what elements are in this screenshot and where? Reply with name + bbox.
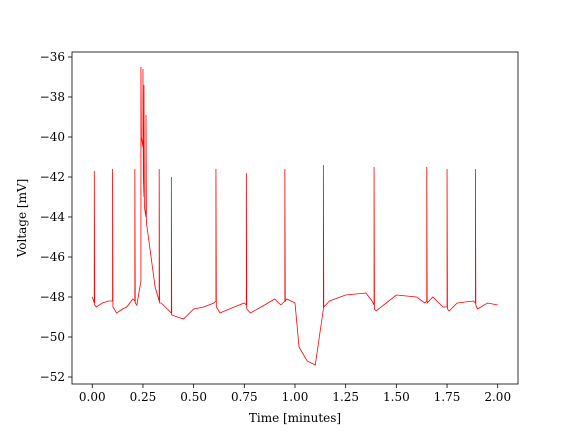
voltage-trace (91, 66, 498, 366)
y-tick-label: −52 (40, 370, 65, 384)
x-tick-label: 0.75 (231, 390, 258, 404)
y-tick-label: −36 (40, 50, 65, 64)
x-tick-label: 2.00 (484, 390, 511, 404)
x-tick-label: 0.50 (180, 390, 207, 404)
y-tick-label: −50 (40, 330, 65, 344)
y-tick-label: −44 (40, 210, 66, 224)
y-tick-label: −46 (40, 250, 65, 264)
x-tick-label: 1.50 (383, 390, 410, 404)
x-tick-label: 1.00 (282, 390, 309, 404)
plot-frame (71, 51, 519, 385)
y-tick-label: −40 (40, 130, 65, 144)
x-tick-label: 1.75 (434, 390, 461, 404)
x-tick-label: 0.00 (79, 390, 106, 404)
x-tick-label: 1.25 (332, 390, 359, 404)
y-tick-label: −42 (40, 170, 65, 184)
x-tick-label: 0.25 (130, 390, 157, 404)
y-axis-label: Voltage [mV] (15, 179, 29, 259)
y-tick-label: −38 (40, 90, 65, 104)
y-tick-label: −48 (40, 290, 65, 304)
x-axis-label: Time [minutes] (249, 411, 341, 425)
